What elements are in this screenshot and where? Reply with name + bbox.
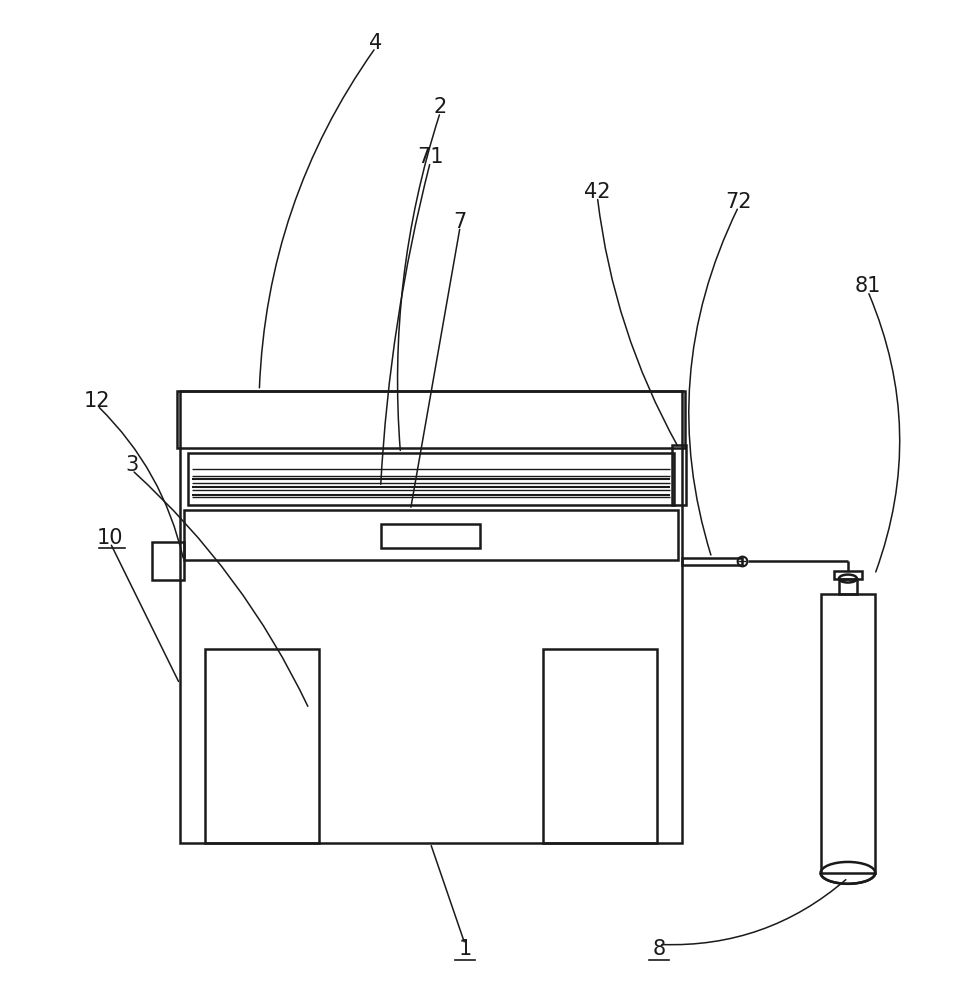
Bar [381, 524, 480, 548]
Bar [184, 510, 678, 560]
Bar [176, 391, 685, 448]
Text: 2: 2 [433, 97, 447, 117]
Bar [834, 571, 862, 579]
Text: 42: 42 [584, 182, 611, 202]
Text: 7: 7 [454, 212, 467, 232]
Bar [188, 453, 674, 505]
Text: 10: 10 [96, 528, 124, 548]
Bar [180, 391, 682, 843]
Text: 8: 8 [653, 939, 665, 959]
Bar [820, 594, 876, 873]
Text: 72: 72 [726, 192, 752, 212]
Text: 3: 3 [126, 455, 138, 475]
Text: 12: 12 [84, 391, 110, 411]
Text: 81: 81 [854, 276, 881, 296]
Bar [152, 542, 184, 580]
Bar [672, 445, 686, 505]
Bar [205, 649, 318, 843]
Bar [543, 649, 657, 843]
Bar [682, 558, 741, 565]
Text: 1: 1 [459, 939, 471, 959]
Text: 71: 71 [417, 147, 443, 167]
Bar [839, 579, 857, 594]
Text: 4: 4 [369, 33, 382, 53]
